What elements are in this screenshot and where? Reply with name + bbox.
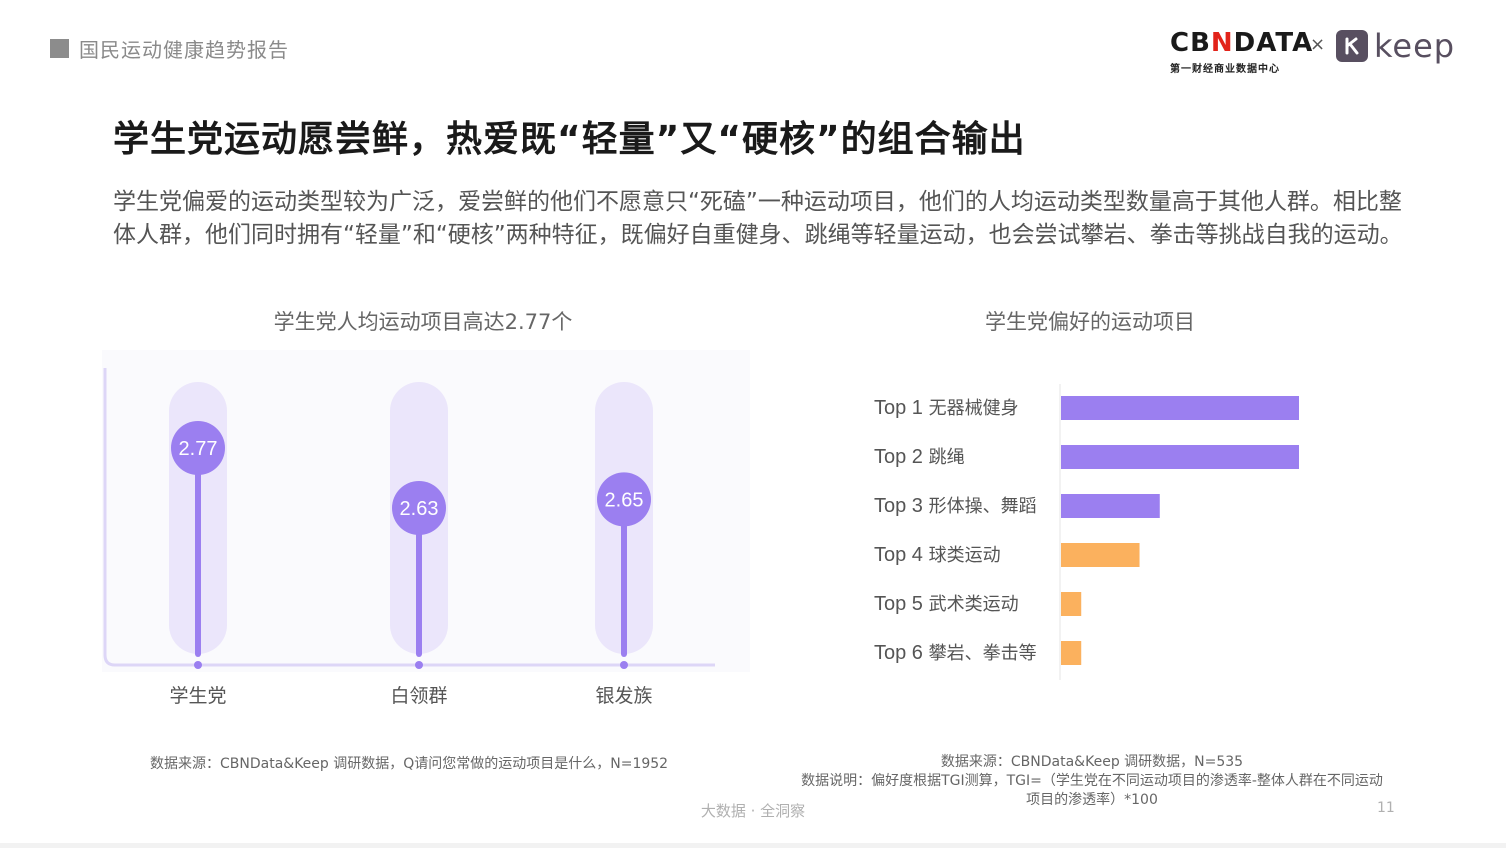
lollipop-base-dot: [415, 661, 423, 669]
bar-category-label: Top 2 跳绳: [874, 446, 965, 468]
bar: [1061, 445, 1299, 469]
lollipop-chart: 2.77 2.63 2.65: [103, 368, 715, 669]
left-chart-source: 数据来源：CBNData&Keep 调研数据，Q请问您常做的运动项目是什么，N=…: [150, 756, 669, 772]
lollipop-chart-title: 学生党人均运动项目高达2.77个: [273, 310, 573, 334]
report-name: 国民运动健康趋势报告: [79, 38, 289, 62]
bar-category-label: Top 4 球类运动: [874, 544, 1001, 566]
horizontal-bar-chart: [1059, 384, 1299, 680]
bar-category-label: Top 6 攀岩、拳击等: [874, 642, 1037, 664]
right-source-line: 数据说明：偏好度根据TGI测算，TGI=（学生党在不同运动项目的渗透率-整体人群…: [801, 773, 1383, 789]
lollipop-category-label: 学生党: [169, 685, 227, 707]
lollipop-base-dot: [620, 661, 628, 669]
lollipop-category-label: 白领群: [390, 685, 448, 707]
report-tag-square: [50, 39, 69, 58]
page-number: 11: [1377, 800, 1395, 816]
bar: [1061, 494, 1160, 518]
keep-logo-text: keep: [1374, 27, 1456, 65]
lollipop-base-dot: [194, 661, 202, 669]
page-title: 学生党运动愿尝鲜，热爱既“轻量”又“硬核”的组合输出: [113, 119, 1026, 160]
right-source-line: 数据来源：CBNData&Keep 调研数据，N=535: [940, 754, 1244, 770]
right-chart-source: 数据来源：CBNData&Keep 调研数据，N=535 数据说明：偏好度根据T…: [780, 753, 1404, 810]
cbndata-logo: CBNDATA 第一财经商业数据中心: [1170, 28, 1314, 75]
bar-chart-title: 学生党偏好的运动项目: [985, 310, 1195, 334]
lollipop-axis: [103, 368, 715, 667]
keep-logo: keep: [1336, 28, 1455, 64]
bar-category-label: Top 5 武术类运动: [874, 593, 1019, 615]
logo-separator: ×: [1310, 34, 1326, 55]
lollipop-value-label: 2.63: [400, 498, 439, 520]
lollipop-value-label: 2.77: [179, 438, 218, 460]
lollipop-value-label: 2.65: [605, 489, 644, 511]
bar: [1061, 592, 1082, 616]
bar-category-label: Top 3 形体操、舞蹈: [874, 495, 1037, 517]
bar: [1061, 543, 1140, 567]
cbndata-logo-text: CBNDATA: [1170, 28, 1314, 58]
lollipop-bubble: [392, 481, 446, 535]
lollipop-bubble: [597, 472, 651, 527]
keep-k-icon: [1336, 30, 1368, 62]
bottom-divider: [0, 843, 1506, 848]
right-source-line: 项目的渗透率）*100: [1026, 792, 1158, 808]
cbndata-logo-subtitle: 第一财经商业数据中心: [1170, 64, 1280, 75]
page-description: 学生党偏爱的运动类型较为广泛，爱尝鲜的他们不愿意只“死磕”一种运动项目，他们的人…: [113, 189, 1403, 248]
lollipop-bubble: [171, 421, 225, 475]
bar: [1061, 641, 1082, 665]
bar-category-label: Top 1 无器械健身: [874, 397, 1019, 419]
bar: [1061, 396, 1299, 420]
footer-slogan: 大数据 · 全洞察: [700, 802, 806, 820]
report-tag: 国民运动健康趋势报告: [50, 34, 289, 63]
lollipop-category-label: 银发族: [595, 685, 653, 707]
